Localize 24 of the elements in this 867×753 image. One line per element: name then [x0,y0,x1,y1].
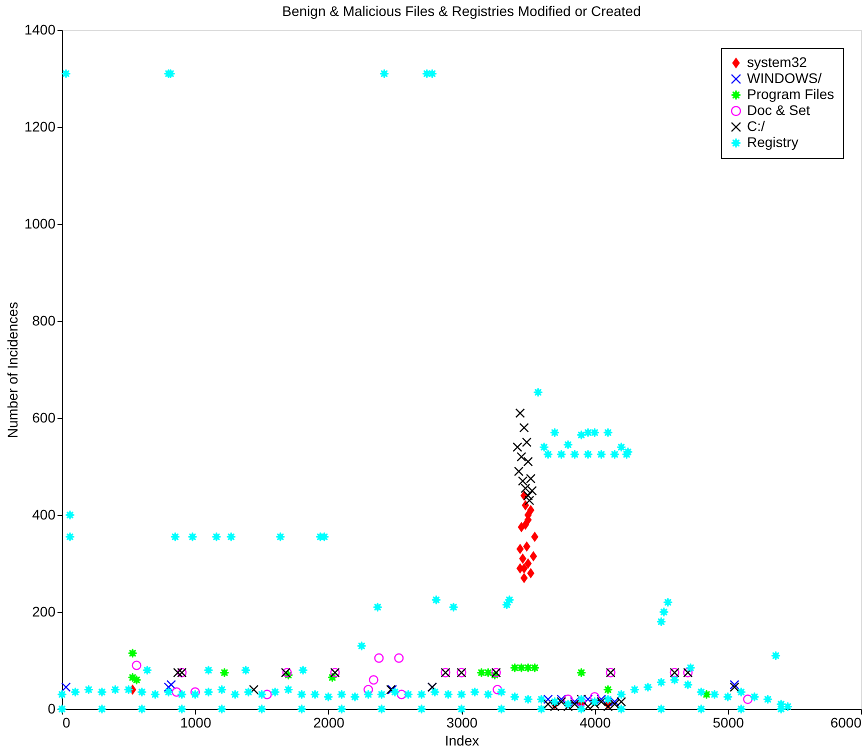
y-tick-label: 1200 [24,118,56,134]
y-tick-label: 200 [32,604,56,620]
legend-label: WINDOWS/ [747,70,822,86]
legend-label: Program Files [747,86,834,102]
x-tick-label: 0 [62,714,70,730]
y-tick-label: 600 [32,410,56,426]
x-tick-label: 6000 [830,714,862,730]
legend-label: Doc & Set [747,102,810,118]
y-tick-label: 1000 [24,216,56,232]
x-tick-label: 3000 [446,714,478,730]
legend-label: system32 [747,54,808,70]
x-tick-label: 4000 [580,714,611,730]
y-tick-label: 800 [32,312,56,328]
y-tick-label: 400 [32,506,56,522]
legend-label: C:/ [747,118,765,134]
x-tick-label: 1000 [180,714,212,730]
x-axis-title: Index [444,732,480,748]
y-tick-label: 1400 [24,22,56,38]
x-tick-label: 5000 [712,714,744,730]
legend-label: Registry [747,134,798,150]
chart-title: Benign & Malicious Files & Registries Modified or Created [282,3,641,19]
x-tick-label: 2000 [313,714,345,730]
y-tick-label: 0 [48,700,56,716]
y-axis-title: Number of Incidences [4,302,20,438]
